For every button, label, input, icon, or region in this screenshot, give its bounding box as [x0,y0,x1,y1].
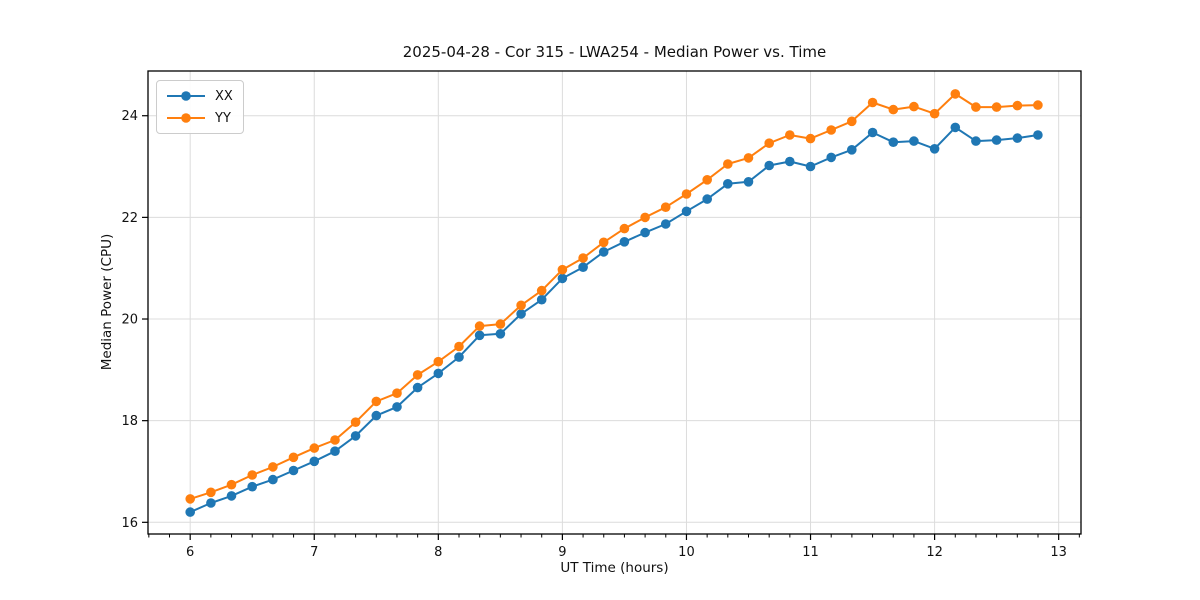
svg-text:12: 12 [926,545,943,560]
svg-text:7: 7 [310,545,318,560]
svg-text:13: 13 [1050,545,1067,560]
legend-label-xx: XX [215,88,233,104]
svg-text:6: 6 [186,545,194,560]
svg-text:9: 9 [558,545,566,560]
svg-text:16: 16 [121,516,138,531]
svg-text:18: 18 [121,414,138,429]
svg-text:8: 8 [434,545,442,560]
line-marker-icon [167,113,205,123]
legend-item-xx: XX [165,86,233,106]
x-axis-label: UT Time (hours) [560,560,669,576]
line-marker-icon [167,91,205,101]
legend-item-yy: YY [165,108,233,128]
svg-text:10: 10 [678,545,695,560]
legend-label-yy: YY [215,110,231,126]
chart-title: 2025-04-28 - Cor 315 - LWA254 - Median P… [402,43,827,61]
svg-text:20: 20 [121,313,138,328]
svg-text:22: 22 [121,211,138,226]
y-axis-label: Median Power (CPU) [99,233,115,371]
svg-text:24: 24 [121,109,138,124]
legend: XX YY [156,80,244,134]
svg-text:11: 11 [802,545,819,560]
